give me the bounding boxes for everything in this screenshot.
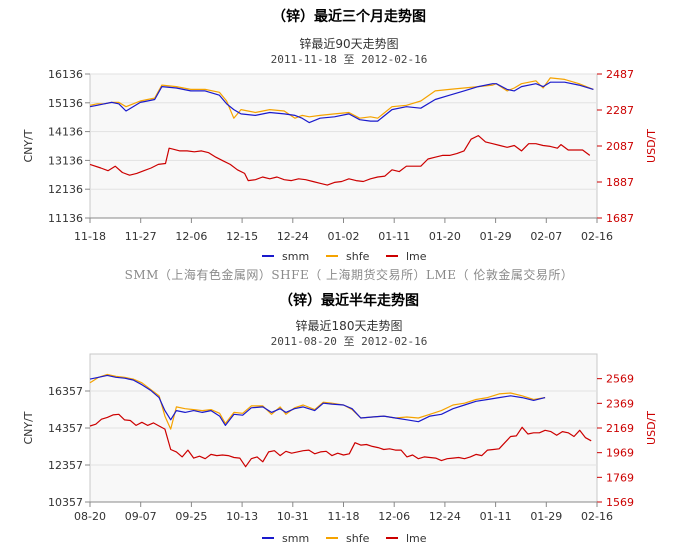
series-line-lme (89, 135, 591, 186)
series-line-smm (89, 374, 546, 426)
y2-tick-label: 1569 (606, 496, 634, 509)
x-tick-label: 01-11 (480, 510, 512, 523)
chart-title: 锌最近180天走势图 (296, 319, 403, 333)
x-tick-label: 10-31 (277, 510, 309, 523)
y2-tick-label: 2569 (606, 373, 634, 386)
section-title-3month: （锌）最近三个月走势图 (272, 9, 426, 25)
y-tick-label: 15136 (48, 97, 83, 110)
legend-label-lme: lme (406, 532, 427, 545)
x-tick-label: 01-20 (429, 230, 461, 243)
x-tick-label: 12-24 (429, 510, 461, 523)
chart-subtitle: 2011-08-20 至 2012-02-16 (271, 335, 428, 348)
chart-title: 锌最近90天走势图 (299, 37, 398, 51)
x-tick-label: 01-11 (378, 230, 410, 243)
x-tick-label: 01-29 (530, 510, 562, 523)
y2-axis-title: USD/T (645, 129, 658, 163)
y-tick-label: 16136 (48, 68, 83, 81)
x-tick-label: 09-25 (175, 510, 207, 523)
y2-tick-label: 2169 (606, 422, 634, 435)
y-tick-label: 14136 (48, 126, 83, 139)
legend-label-lme: lme (406, 250, 427, 260)
zinc-180day-chart: 锌最近180天走势图 2011-08-20 至 2012-02-16 10357 12… (22, 319, 658, 545)
x-tick-label: 12-06 (175, 230, 207, 243)
legend-label-shfe: shfe (346, 250, 370, 260)
x-tick-label: 10-13 (226, 510, 258, 523)
x-tick-label: 12-24 (277, 230, 309, 243)
legend-label-shfe: shfe (346, 532, 370, 545)
y-tick-label: 12357 (48, 459, 83, 472)
section-title-6month: （锌）最近半年走势图 (279, 293, 419, 309)
y-axis-title: CNY/T (22, 129, 35, 162)
series-line-smm (89, 81, 594, 124)
x-tick-label: 02-16 (581, 230, 613, 243)
x-tick-label: 02-07 (530, 230, 562, 243)
series-line-shfe (89, 373, 546, 430)
zinc-90day-chart: 锌最近90天走势图 2011-11-18 至 2012-02-16 11136 121… (22, 37, 658, 260)
y-tick-label: 11136 (48, 212, 83, 225)
y2-tick-label: 1887 (606, 176, 634, 189)
x-tick-label: 01-29 (480, 230, 512, 243)
y-tick-label: 14357 (48, 422, 83, 435)
x-tick-label: 12-06 (378, 510, 410, 523)
legend-label-smm: smm (282, 532, 309, 545)
plot-area (89, 73, 598, 219)
y-tick-label: 12136 (48, 183, 83, 196)
data-source-line: SMM（上海有色金属网）SHFE（ 上海期货交易所）LME（ 伦敦金属交易所） (124, 268, 574, 282)
y-tick-label: 10357 (48, 496, 83, 509)
x-tick-label: 09-07 (125, 510, 157, 523)
y2-tick-label: 1769 (606, 471, 634, 484)
x-tick-label: 11-18 (74, 230, 106, 243)
series-line-lme (89, 413, 592, 468)
y2-axis-title: USD/T (645, 411, 658, 445)
x-tick-label: 01-02 (328, 230, 360, 243)
x-tick-label: 11-27 (125, 230, 157, 243)
legend-label-smm: smm (282, 250, 309, 260)
y2-tick-label: 1969 (606, 447, 634, 460)
y-tick-label: 13136 (48, 154, 83, 167)
x-tick-label: 11-18 (328, 510, 360, 523)
y2-tick-label: 2487 (606, 68, 634, 81)
y2-tick-label: 2087 (606, 140, 634, 153)
x-tick-label: 08-20 (74, 510, 106, 523)
x-tick-label: 02-16 (581, 510, 613, 523)
x-tick-label: 12-15 (226, 230, 258, 243)
y2-tick-label: 1687 (606, 212, 634, 225)
y-tick-label: 16357 (48, 385, 83, 398)
y2-tick-label: 2287 (606, 104, 634, 117)
y2-tick-label: 2369 (606, 397, 634, 410)
chart-subtitle: 2011-11-18 至 2012-02-16 (271, 53, 428, 66)
y-axis-title: CNY/T (22, 411, 35, 444)
